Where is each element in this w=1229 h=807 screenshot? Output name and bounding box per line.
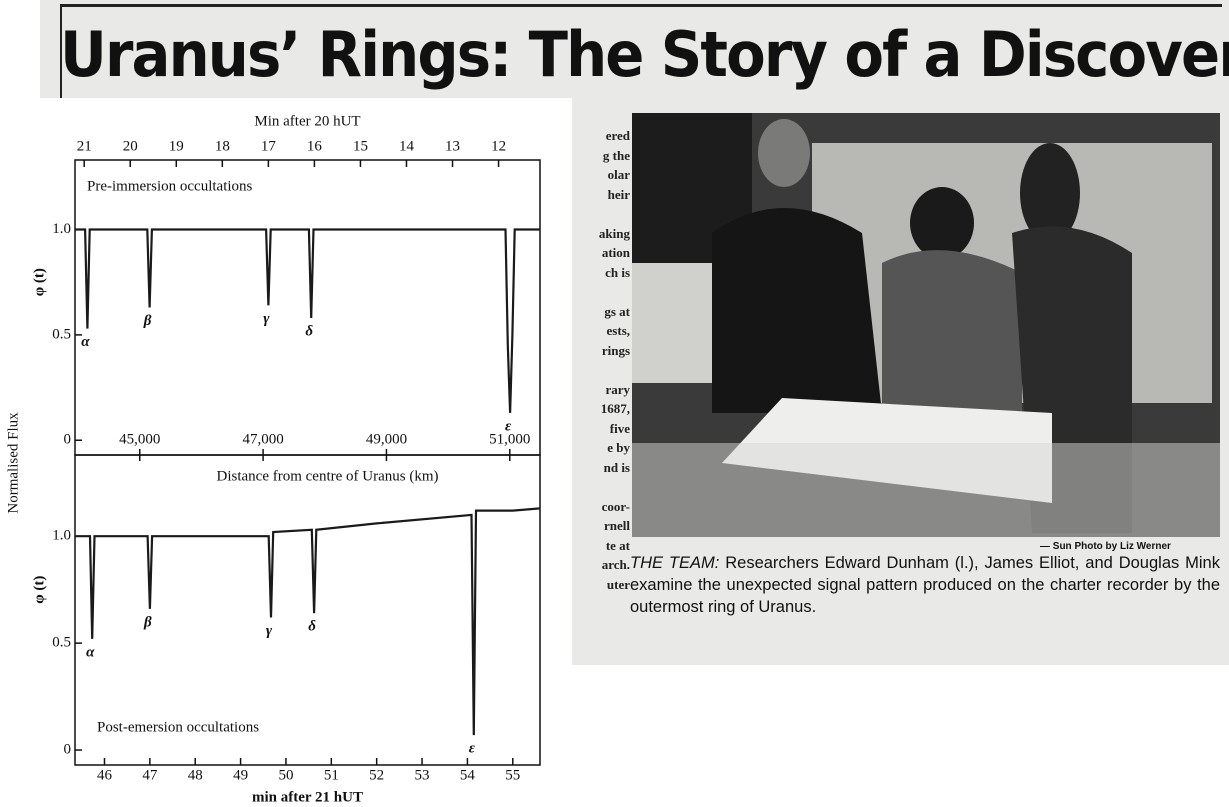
ring-label: β — [143, 614, 152, 630]
x-tick-label: 55 — [505, 767, 520, 783]
x-tick-label: 19 — [169, 138, 184, 154]
column-line: olar — [607, 167, 630, 182]
ring-label: α — [81, 334, 90, 350]
ring-label: δ — [308, 619, 316, 635]
column-line: rnell — [604, 518, 630, 533]
x-tick-label: 54 — [460, 767, 476, 783]
flux-line — [75, 507, 541, 736]
column-line: rings — [601, 342, 630, 358]
x-tick-label: 48 — [188, 767, 203, 783]
x2-tick-label: 51,000 — [489, 431, 530, 447]
column-line: ests, — [606, 323, 630, 338]
column-line: rary — [605, 381, 630, 397]
x-tick-label: 14 — [399, 138, 415, 154]
x-tick-label: 20 — [123, 138, 138, 154]
column-line: ch is — [605, 264, 630, 280]
y-tick-label: 0.5 — [52, 326, 71, 342]
frame — [60, 4, 1222, 103]
x-tick-label: 16 — [307, 138, 323, 154]
x-axis-label: min after 21 hUT — [252, 789, 363, 805]
flux-line — [75, 228, 540, 413]
x-tick-label: 18 — [215, 138, 230, 154]
figure: Normalised Flux 0 0.5 1.0 21 20 19 18 17 16 15 14 1… — [0, 98, 572, 807]
photo-credit: — Sun Photo by Liz Werner — [1040, 541, 1171, 552]
column-line — [568, 477, 630, 497]
column-text: ered g the olar heir aking ation ch is gs at est… — [568, 126, 630, 594]
x-tick-label: 46 — [97, 767, 113, 783]
plot-frame — [74, 454, 541, 766]
y-tick-label: 1.0 — [52, 221, 71, 237]
x-axis-label: Min after 20 hUT — [254, 113, 360, 129]
ring-label: ε — [505, 418, 512, 434]
column-line: ered — [605, 128, 630, 143]
y-tick-label: 0 — [64, 432, 72, 448]
ring-label: α — [86, 644, 95, 660]
caption: THE TEAM: Researchers Edward Dunham (l.)… — [630, 552, 1220, 618]
column-line: gs at — [604, 303, 630, 319]
ring-label: β — [143, 313, 152, 329]
y-axis-label: Normalised Flux — [5, 412, 21, 514]
x-tick-label: 15 — [353, 138, 368, 154]
y-tick-label: 0 — [64, 741, 72, 757]
column-line: e by — [607, 440, 630, 455]
panel-y-label: φ (t) — [31, 268, 47, 296]
panel-y-label: φ (t) — [31, 576, 47, 604]
column-line: coor- — [601, 498, 630, 514]
x-tick-label: 21 — [77, 138, 92, 154]
column-line: five — [609, 420, 630, 436]
x-tick-label: 13 — [445, 138, 460, 154]
column-line: 1687, — [600, 401, 630, 416]
headline: Uranus’ Rings: The Story of a Discovery — [60, 18, 1229, 91]
column-line: ation — [601, 245, 630, 260]
column-line: arch. — [601, 557, 630, 572]
ring-label: γ — [266, 623, 273, 639]
x-tick-label: 12 — [491, 138, 506, 154]
column-line — [568, 204, 630, 224]
ring-label: δ — [305, 323, 313, 339]
panel-title: Post-emersion occultations — [97, 719, 259, 735]
panel-title: Pre-immersion occultations — [87, 178, 253, 194]
photo — [632, 113, 1220, 537]
column-line: te at — [605, 537, 630, 553]
x-tick-label: 52 — [369, 767, 384, 783]
x2-tick-label: 47,000 — [242, 431, 283, 447]
column-line: aking — [598, 225, 630, 241]
column-line — [568, 282, 630, 302]
x2-axis-label: Distance from centre of Uranus (km) — [217, 468, 439, 484]
ring-label: γ — [263, 311, 270, 327]
ring-label: ε — [469, 741, 476, 757]
x-tick-label: 50 — [278, 767, 293, 783]
caption-lead: THE TEAM: — [630, 554, 720, 572]
x-tick-label: 51 — [324, 767, 339, 783]
y-tick-label: 0.5 — [52, 635, 71, 651]
column-line — [568, 360, 630, 380]
column-line: g the — [602, 147, 630, 163]
column-line: heir — [607, 186, 630, 202]
x-tick-label: 49 — [233, 767, 248, 783]
x-tick-label: 17 — [261, 138, 277, 154]
y-tick-label: 1.0 — [52, 528, 71, 544]
caption-text: Researchers Edward Dunham (l.), James El… — [630, 554, 1220, 616]
column-line: nd is — [603, 459, 630, 475]
x-tick-label: 47 — [142, 767, 158, 783]
column-line: uter — [606, 576, 630, 592]
x-tick-label: 53 — [415, 767, 430, 783]
x2-tick-label: 45,000 — [119, 431, 160, 447]
x2-tick-label: 49,000 — [366, 431, 407, 447]
